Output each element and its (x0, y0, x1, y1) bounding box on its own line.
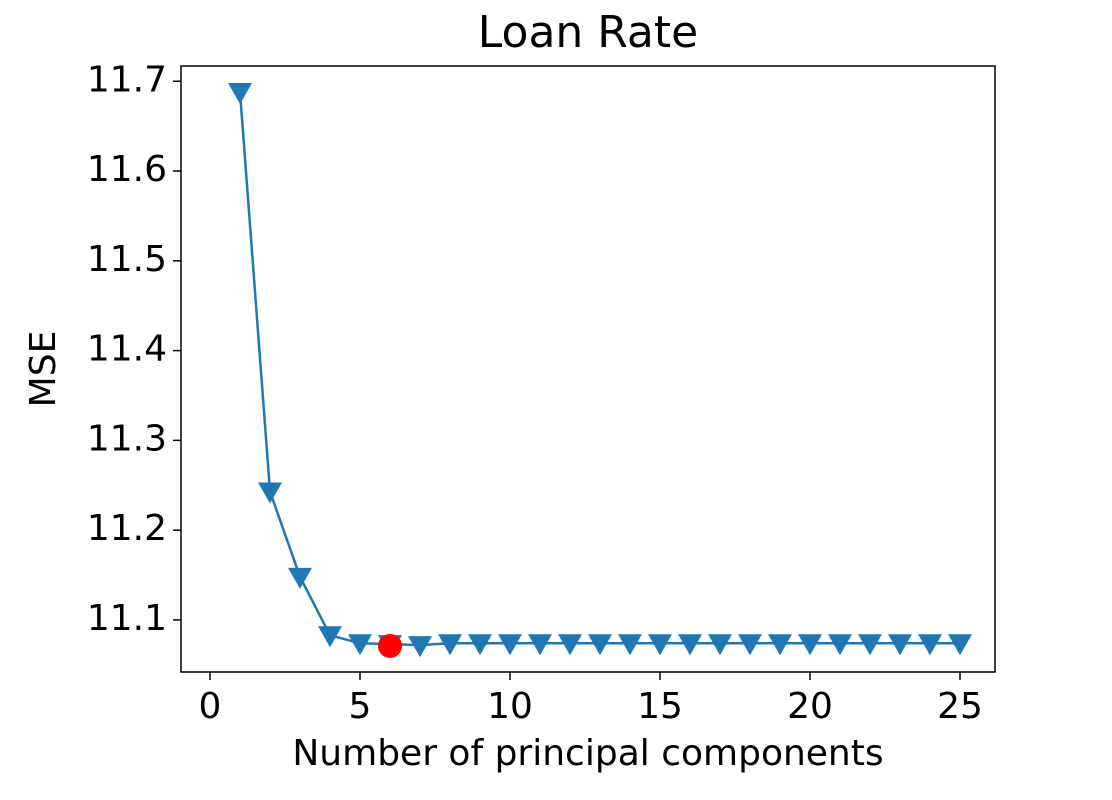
y-tick-label: 11.3 (87, 418, 167, 459)
point-marker (677, 634, 702, 656)
x-axis-label: Number of principal components (292, 733, 883, 774)
point-marker (558, 634, 583, 656)
x-tick-label: 25 (937, 686, 983, 727)
point-marker (647, 634, 672, 656)
y-tick-label: 11.1 (87, 598, 167, 639)
y-tick-label: 11.7 (87, 59, 167, 100)
point-marker (587, 634, 612, 656)
point-marker (947, 634, 972, 656)
y-tick-label: 11.2 (87, 508, 167, 549)
plot-frame (180, 65, 996, 673)
x-tick-label: 10 (487, 686, 533, 727)
point-marker (827, 634, 852, 656)
point-marker (767, 634, 792, 656)
y-tick-label: 11.5 (87, 239, 167, 280)
highlight-point (378, 633, 403, 658)
y-tick-label: 11.4 (87, 329, 167, 370)
point-marker (917, 634, 942, 656)
point-marker (228, 83, 253, 105)
point-marker (468, 634, 493, 656)
series-line (238, 91, 960, 647)
point-marker (737, 634, 762, 656)
point-marker (258, 482, 283, 504)
x-tick-label: 20 (787, 686, 833, 727)
x-tick-label: 0 (199, 686, 222, 727)
point-marker (528, 634, 553, 656)
point-marker (438, 634, 463, 656)
point-marker (408, 636, 433, 658)
point-marker (857, 634, 882, 656)
point-marker (887, 634, 912, 656)
chart-title: Loan Rate (478, 7, 698, 58)
point-marker (707, 634, 732, 656)
point-marker (318, 626, 343, 648)
point-marker (797, 634, 822, 656)
y-tick-label: 11.6 (87, 149, 167, 190)
x-tick-label: 5 (349, 686, 372, 727)
point-marker (288, 567, 313, 589)
point-marker (498, 634, 523, 656)
point-marker (617, 634, 642, 656)
x-tick-label: 15 (637, 686, 683, 727)
point-marker (348, 634, 373, 656)
y-axis-label: MSE (23, 331, 64, 408)
